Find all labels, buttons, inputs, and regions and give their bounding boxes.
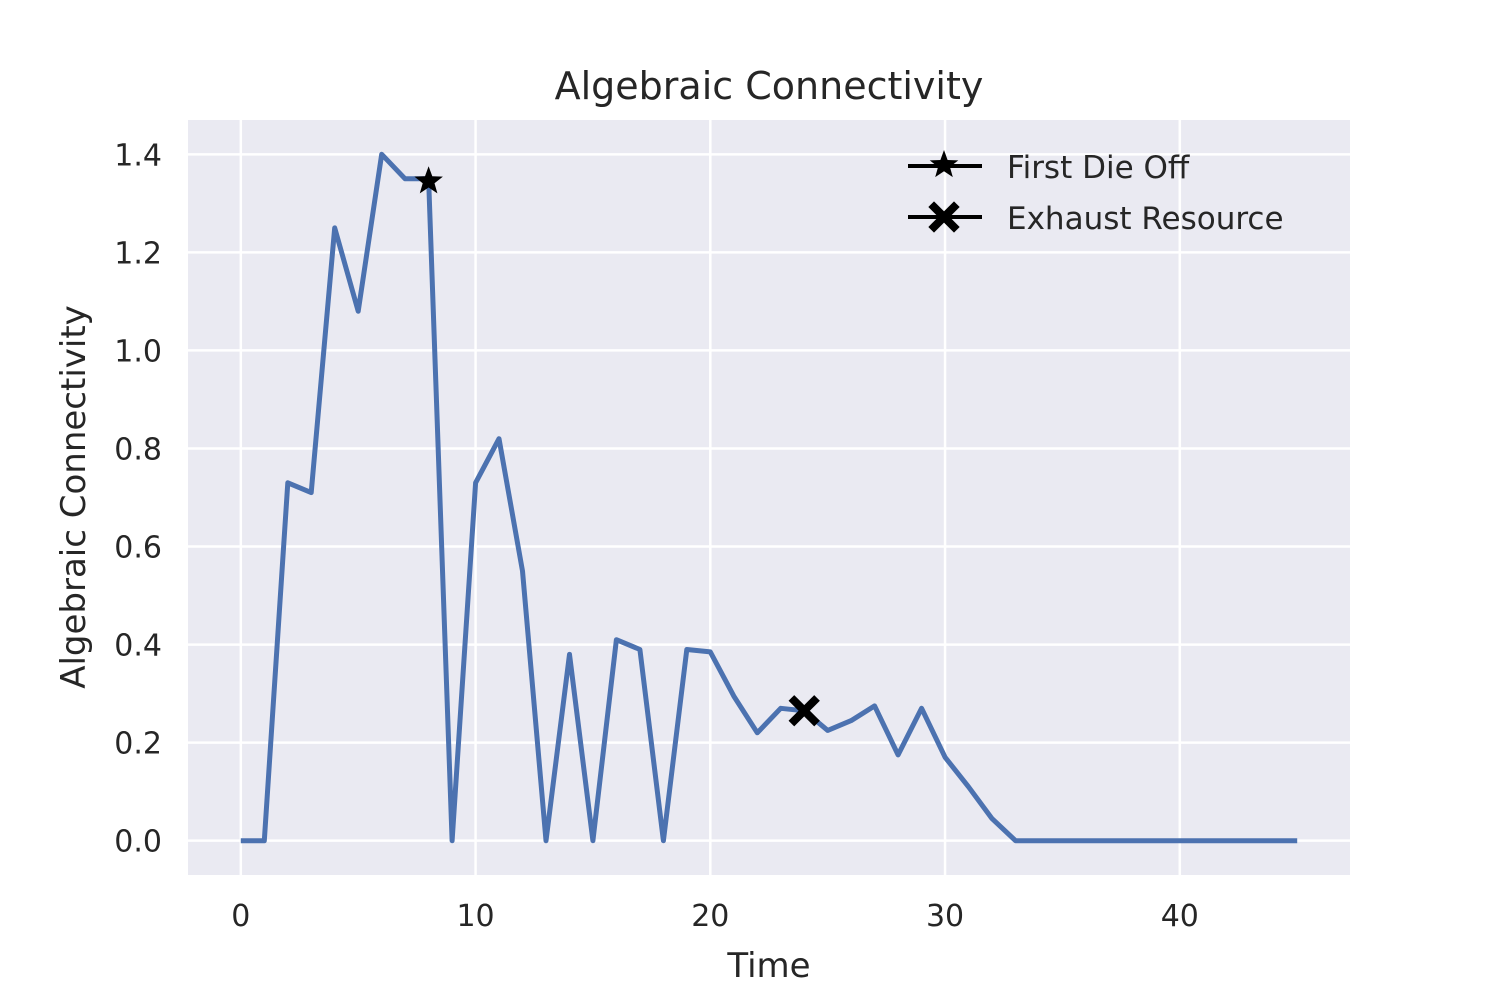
legend-label-first-die-off: First Die Off xyxy=(1007,150,1190,186)
y-tick-label: 1.0 xyxy=(114,334,162,369)
y-tick-label: 1.2 xyxy=(114,236,162,271)
x-icon-stroke xyxy=(928,201,960,233)
x-tick-label: 40 xyxy=(1161,899,1199,934)
y-tick-label: 0.4 xyxy=(114,629,162,664)
x-tick-label: 0 xyxy=(231,899,250,934)
y-tick-label: 0.6 xyxy=(114,531,162,566)
x-tick-labels: 0 10 20 30 40 xyxy=(231,899,1199,934)
x-tick-label: 10 xyxy=(456,899,494,934)
star-icon xyxy=(414,166,443,194)
chart-title: Algebraic Connectivity xyxy=(555,64,984,108)
plot-background xyxy=(188,120,1350,875)
series xyxy=(240,151,1298,844)
x-axis-title: Time xyxy=(726,946,810,986)
x-tick-label: 30 xyxy=(926,899,964,934)
markers xyxy=(414,166,820,727)
x-tick-label: 20 xyxy=(691,899,729,934)
y-tick-labels: 0.0 0.2 0.4 0.6 0.8 1.0 1.2 1.4 xyxy=(114,138,162,859)
y-tick-label: 0.2 xyxy=(114,727,162,762)
y-tick-label: 0.8 xyxy=(114,432,162,467)
y-tick-label: 1.4 xyxy=(114,138,162,173)
y-axis-title: Algebraic Connectivity xyxy=(54,305,94,689)
legend-label-exhaust-resource: Exhaust Resource xyxy=(1007,201,1284,237)
y-tick-label: 0.0 xyxy=(114,825,162,860)
x-icon-stroke xyxy=(788,695,820,727)
x-icon xyxy=(928,201,960,233)
legend: First Die Off Exhaust Resource xyxy=(908,150,1284,237)
star-icon xyxy=(929,150,959,178)
series-line xyxy=(240,151,1298,844)
x-icon xyxy=(788,695,820,727)
